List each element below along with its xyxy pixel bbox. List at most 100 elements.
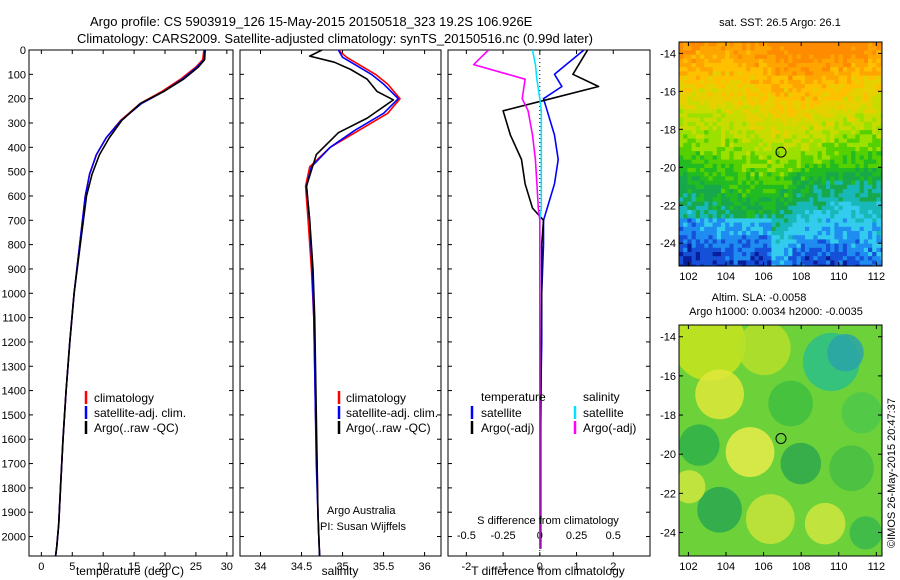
- sst-cell: [750, 100, 755, 106]
- sst-cell: [817, 151, 823, 156]
- sst-cell: [679, 247, 684, 253]
- sst-cell: [721, 247, 726, 253]
- sst-cell: [855, 71, 860, 76]
- sst-cell: [855, 243, 860, 249]
- sst-cell: [859, 126, 865, 131]
- sst-cell: [876, 235, 881, 240]
- sst-cell: [784, 84, 789, 89]
- x-tick-label: 5: [69, 561, 75, 573]
- sst-cell: [679, 54, 684, 60]
- sst-cell: [847, 247, 852, 253]
- sst-cell: [775, 147, 781, 152]
- sst-cell: [813, 121, 818, 127]
- sst-cell: [758, 130, 764, 135]
- sst-cell: [733, 218, 739, 223]
- sst-cell: [767, 96, 772, 102]
- sst-cell: [880, 260, 882, 265]
- sst-cell: [796, 247, 802, 253]
- sst-cell: [721, 159, 726, 165]
- sst-cell: [821, 147, 827, 152]
- sst-cell: [700, 147, 705, 152]
- sst-cell: [746, 180, 751, 186]
- sst-cell: [737, 105, 743, 110]
- sst-cell: [775, 46, 781, 51]
- sst-cell: [712, 71, 718, 76]
- sst-cell: [813, 226, 818, 232]
- sst-cell: [679, 46, 684, 51]
- sst-cell: [763, 235, 768, 240]
- sst-cell: [729, 54, 734, 60]
- sst-cell: [729, 88, 734, 93]
- sst-cell: [742, 243, 747, 249]
- y-tick-label: 1600: [2, 434, 26, 446]
- sst-cell: [716, 163, 722, 169]
- sst-cell: [687, 63, 692, 68]
- sst-cell: [683, 151, 688, 156]
- sst-cell: [842, 226, 848, 232]
- sst-cell: [796, 168, 802, 173]
- sst-cell: [847, 180, 852, 186]
- sst-cell: [788, 218, 793, 223]
- sst-cell: [729, 126, 734, 131]
- sst-cell: [788, 201, 793, 207]
- sst-cell: [784, 226, 789, 232]
- sst-cell: [868, 247, 873, 253]
- sst-cell: [746, 226, 751, 232]
- sst-cell: [721, 176, 726, 181]
- sst-cell: [763, 252, 768, 257]
- sst-cell: [708, 205, 713, 211]
- sst-cell: [771, 121, 776, 127]
- sst-cell: [805, 163, 810, 169]
- sst-cell: [842, 264, 848, 266]
- sst-cell: [880, 113, 882, 118]
- sst-cell: [750, 109, 755, 114]
- sst-cell: [695, 79, 701, 85]
- sst-cell: [729, 46, 734, 51]
- sst-cell: [830, 172, 835, 177]
- sst-cell: [834, 67, 839, 72]
- sst-cell: [847, 46, 852, 51]
- sst-cell: [826, 210, 831, 215]
- sst-cell: [754, 142, 760, 148]
- sst-cell: [700, 109, 705, 114]
- sst-cell: [792, 109, 797, 114]
- sst-cell: [842, 46, 848, 51]
- sst-cell: [851, 96, 856, 102]
- sst-cell: [851, 168, 856, 173]
- sst-cell: [872, 134, 877, 139]
- sst-cell: [758, 126, 764, 131]
- sst-cell: [763, 138, 768, 144]
- sst-cell: [716, 193, 722, 198]
- sst-cell: [842, 159, 848, 165]
- sst-cell: [872, 193, 877, 198]
- sst-cell: [868, 58, 873, 64]
- sst-cell: [708, 126, 713, 131]
- sst-cell: [796, 159, 802, 165]
- sst-cell: [746, 113, 751, 118]
- sst-cell: [683, 138, 688, 144]
- sst-cell: [880, 50, 882, 55]
- sst-cell: [679, 63, 684, 68]
- sst-cell: [691, 172, 697, 177]
- sst-cell: [708, 100, 713, 106]
- sst-cell: [876, 218, 881, 223]
- sst-cell: [712, 155, 718, 160]
- sst-cell: [872, 176, 877, 181]
- sst-cell: [683, 252, 688, 257]
- sst-cell: [716, 71, 722, 76]
- sst-cell: [746, 71, 751, 76]
- y-tick-label: 1500: [2, 410, 26, 422]
- sst-cell: [779, 105, 785, 110]
- sst-cell: [754, 197, 760, 202]
- sst-cell: [742, 226, 747, 232]
- sst-cell: [737, 142, 743, 148]
- sst-cell: [746, 159, 751, 165]
- sst-cell: [817, 260, 823, 265]
- sst-cell: [700, 172, 705, 177]
- sst-cell: [733, 84, 739, 89]
- sst-cell: [775, 226, 781, 232]
- sst-cell: [834, 210, 839, 215]
- sst-cell: [691, 88, 697, 93]
- sst-cell: [700, 226, 705, 232]
- y-tick-label: 200: [8, 94, 26, 106]
